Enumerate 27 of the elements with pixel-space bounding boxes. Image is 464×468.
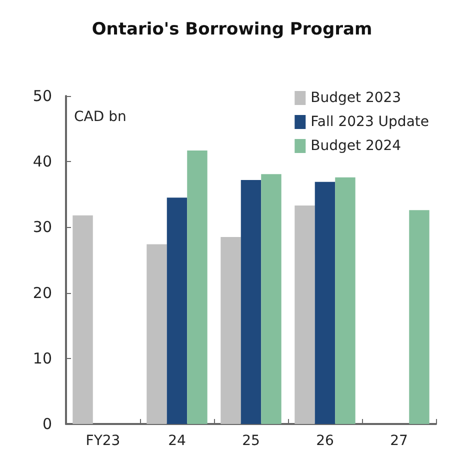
x-tick-label: 25 [242,433,260,449]
y-tick-label: 30 [32,218,52,236]
x-tick-label: 26 [316,433,334,449]
bar [240,180,262,424]
y-tick-label: 20 [32,284,52,302]
x-tick-label: 27 [390,433,408,449]
bar [187,150,208,424]
bar [335,177,356,424]
y-tick-label: 0 [42,415,52,433]
bar [72,215,93,424]
bar [261,174,282,424]
bar [220,237,241,424]
bar [314,182,336,424]
x-tick-label: 24 [168,433,186,449]
bar [146,244,167,424]
legend-label: Budget 2023 [310,90,402,106]
bar [409,210,430,424]
y-axis-title: CAD bn [74,109,126,125]
legend-label: Budget 2024 [310,138,402,154]
legend-label: Fall 2023 Update [310,114,429,130]
y-tick-label: 40 [32,152,52,171]
y-tick-label: 50 [32,87,52,105]
bar [166,198,188,424]
x-tick-label: FY23 [86,433,120,449]
bar [294,206,315,424]
y-tick-label: 10 [32,349,52,368]
chart-title: Ontario's Borrowing Program [92,20,372,40]
